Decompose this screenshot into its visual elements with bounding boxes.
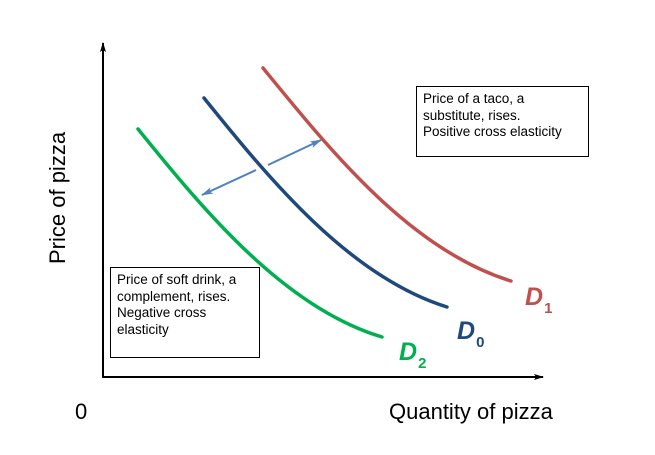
curve-label-d1-main: D [525,283,544,311]
complement-note: Price of soft drink, a complement, rises… [110,267,260,358]
demand-curve-d2 [136,127,384,339]
x-axis-label: Quantity of pizza [389,399,553,424]
curve-label-d1-sub: 1 [544,300,553,317]
demand-curve-d0 [202,96,449,309]
curve-label-d2-main: D [399,338,418,366]
substitute-note: Price of a taco, a substitute, rises. Po… [416,86,589,157]
shift-arrow-right [267,139,322,166]
curve-label-d1: D1 [525,283,552,317]
curve-label-d0: D0 [457,317,484,351]
curve-label-d2: D2 [399,338,426,372]
curve-label-d0-sub: 0 [476,334,485,351]
curve-label-d0-main: D [457,317,476,345]
curve-label-d2-sub: 2 [418,355,427,372]
y-axis-label: Price of pizza [45,131,70,264]
origin-label: 0 [75,399,88,424]
shift-arrow-left [201,169,257,196]
demand-curve-d1 [261,66,513,283]
